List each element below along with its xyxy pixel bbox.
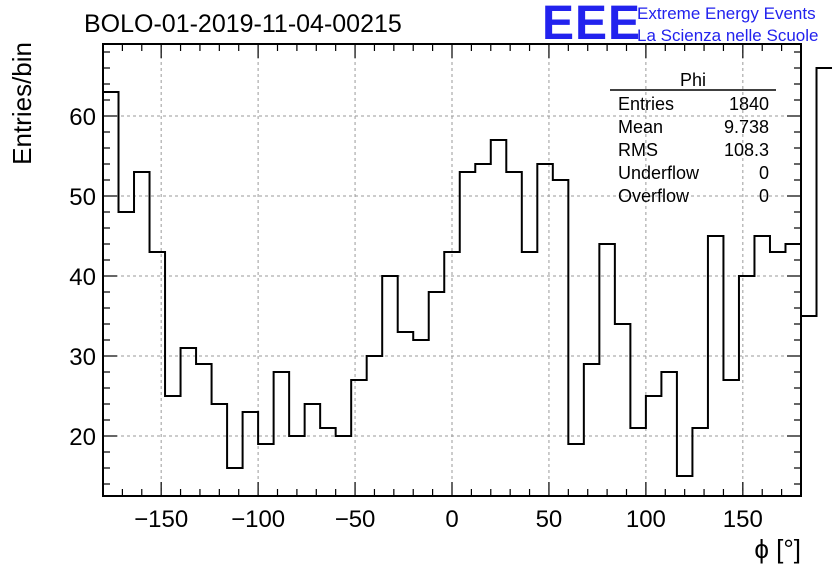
x-tick-label: −150: [134, 506, 188, 533]
stats-box-name: Phi: [680, 70, 706, 90]
logo-line-1: Extreme Energy Events: [637, 4, 816, 23]
x-tick-label: −50: [335, 506, 376, 533]
stats-row-label: RMS: [618, 140, 658, 160]
y-tick-label: 30: [69, 344, 96, 371]
histogram-line: [102, 67, 833, 496]
x-tick-label: 50: [536, 506, 563, 533]
x-tick-label: −100: [231, 506, 285, 533]
x-tick-label: 150: [723, 506, 763, 533]
logo-line-2: La Scienza nelle Scuole: [637, 26, 819, 45]
page-title: BOLO-01-2019-11-04-00215: [84, 10, 402, 38]
stats-row-value: 0: [759, 163, 769, 183]
stats-row-label: Overflow: [618, 186, 690, 206]
stats-row-value: 108.3: [724, 140, 769, 160]
x-axis-label: ϕ [°]: [754, 534, 801, 564]
stats-row-value: 9.738: [724, 117, 769, 137]
stats-row-value: 0: [759, 186, 769, 206]
stats-row-label: Entries: [618, 94, 674, 114]
stats-row-label: Underflow: [618, 163, 700, 183]
eee-logo: EEE: [542, 0, 642, 50]
y-tick-label: 40: [69, 264, 96, 291]
stats-row-label: Mean: [618, 117, 663, 137]
y-axis-label: Entries/bin: [7, 42, 37, 165]
stats-row-value: 1840: [729, 94, 769, 114]
plot-frame: [102, 43, 802, 497]
y-tick-label: 20: [69, 424, 96, 451]
x-tick-label: 0: [445, 506, 458, 533]
y-tick-label: 50: [69, 184, 96, 211]
y-tick-label: 60: [69, 104, 96, 131]
x-tick-label: 100: [626, 506, 666, 533]
